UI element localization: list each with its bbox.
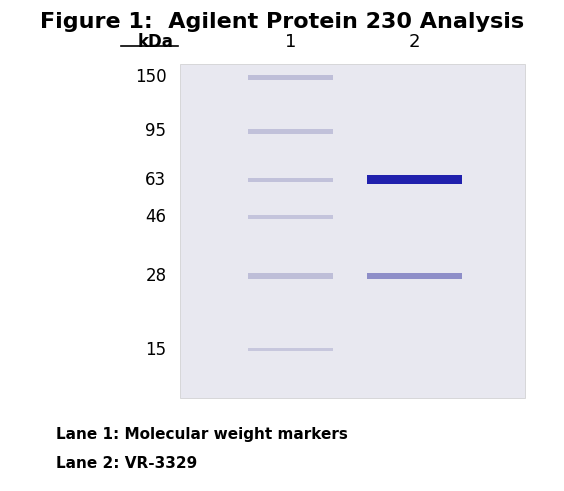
Text: Lane 2: VR-3329: Lane 2: VR-3329 (56, 456, 197, 471)
Text: 150: 150 (135, 68, 166, 86)
Text: Lane 1: Molecular weight markers: Lane 1: Molecular weight markers (56, 427, 349, 442)
Text: 2: 2 (409, 33, 420, 51)
Text: 46: 46 (146, 208, 166, 226)
Text: 1: 1 (285, 33, 296, 51)
Text: 28: 28 (146, 267, 166, 285)
Text: 63: 63 (146, 171, 166, 189)
Text: 95: 95 (146, 122, 166, 140)
Text: Figure 1:  Agilent Protein 230 Analysis: Figure 1: Agilent Protein 230 Analysis (40, 12, 524, 32)
Text: kDa: kDa (137, 33, 173, 51)
Text: 15: 15 (146, 341, 166, 359)
